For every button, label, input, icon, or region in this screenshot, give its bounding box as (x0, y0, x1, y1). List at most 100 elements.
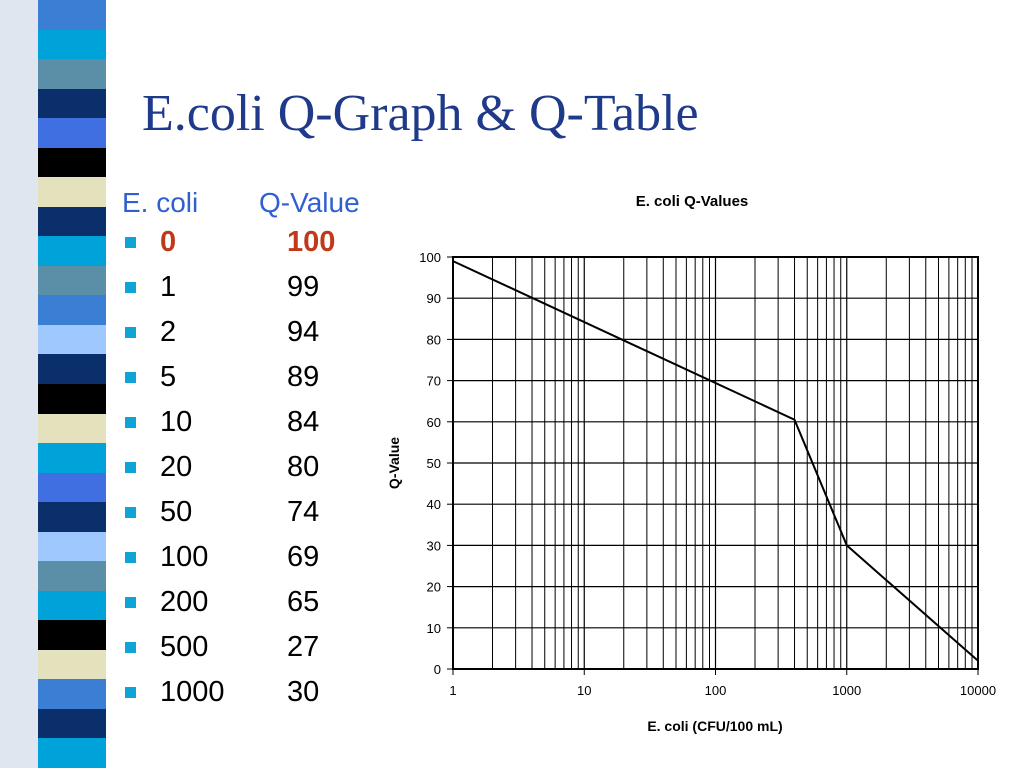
ecoli-value: 1 (160, 271, 177, 303)
q-table-rows: 0 100 1 99 2 94 5 89 10 84 20 80 50 74 100 69 200 65 500 27… (122, 220, 360, 715)
stripe-band (38, 295, 106, 326)
q-value: 69 (287, 541, 320, 573)
x-tick-label: 10 (577, 683, 591, 698)
ecoli-value: 1000 (160, 676, 225, 708)
stripe-band (38, 88, 106, 120)
stripe-band (38, 413, 106, 445)
ecoli-value: 500 (160, 631, 209, 663)
y-tick-label: 40 (427, 497, 441, 512)
x-tick-label: 1000 (832, 683, 861, 698)
y-tick-label: 80 (427, 332, 441, 347)
y-tick-label: 10 (427, 621, 441, 636)
bullet-icon (125, 417, 136, 428)
ecoli-value: 20 (160, 451, 193, 483)
header-ecoli: E. coli (122, 187, 199, 218)
x-axis-label: E. coli (CFU/100 mL) (647, 718, 782, 734)
q-table-header: E. coli Q-Value (122, 186, 360, 220)
y-axis-label: Q-Value (386, 437, 402, 489)
stripe-band (38, 384, 106, 415)
table-row: 500 27 (122, 625, 360, 670)
stripe-band (38, 738, 106, 768)
stripe-band (38, 265, 106, 297)
y-axis-ticks: 0 10 20 30 40 50 60 70 80 90 100 (419, 250, 453, 677)
bullet-icon (125, 597, 136, 608)
x-tick-label: 10000 (960, 683, 996, 698)
stripe-band (38, 354, 106, 385)
bullet-icon (125, 507, 136, 518)
table-row: 50 74 (122, 490, 360, 535)
chart-title: E. coli Q-Values (636, 193, 749, 210)
ecoli-value: 5 (160, 361, 177, 393)
header-q-value: Q-Value (259, 187, 360, 218)
q-value-chart: E. coli Q-Values 0102030405060708090100 … (386, 193, 996, 734)
x-axis-ticks: 1 10 100 1000 10000 (449, 669, 996, 698)
bullet-icon (125, 552, 136, 563)
stripe-band (38, 561, 106, 592)
table-row: 5 89 (122, 355, 360, 400)
bullet-icon (125, 642, 136, 653)
series-line (452, 260, 979, 662)
y-tick-label: 70 (427, 374, 441, 389)
y-tick-label: 100 (419, 250, 441, 265)
bullet-icon (125, 282, 136, 293)
q-value: 80 (287, 451, 320, 483)
ecoli-value: 0 (160, 226, 177, 258)
q-table: E. coli Q-Value 0 100 1 99 2 94 5 89 10 84 20 80 50 74… (122, 186, 360, 715)
stripe-band (38, 590, 106, 622)
stripe-band (38, 59, 106, 90)
stripe-band (38, 708, 106, 740)
table-row: 1 99 (122, 265, 360, 310)
x-tick-label: 100 (705, 683, 727, 698)
q-value: 65 (287, 586, 320, 618)
ecoli-value: 2 (160, 316, 177, 348)
ecoli-value: 50 (160, 496, 193, 528)
bullet-icon (125, 372, 136, 383)
stripe-band (38, 679, 106, 710)
decorative-stripe-border (0, 0, 114, 768)
bullet-icon (125, 687, 136, 698)
stripe-band (38, 472, 106, 504)
stripe-band (38, 206, 106, 238)
q-value: 74 (287, 496, 320, 528)
y-tick-label: 90 (427, 291, 441, 306)
stripe-band (38, 531, 106, 563)
table-row: 200 65 (122, 580, 360, 625)
y-tick-label: 0 (434, 662, 441, 677)
q-value: 84 (287, 406, 320, 438)
q-value: 30 (287, 676, 320, 708)
q-value: 27 (287, 631, 320, 663)
stripe-band (38, 147, 106, 179)
stripe-band (38, 620, 106, 651)
stripe-band (38, 324, 106, 356)
table-row: 2 94 (122, 310, 360, 355)
q-value: 94 (287, 316, 320, 348)
stripe-band (38, 236, 106, 267)
y-tick-label: 30 (427, 538, 441, 553)
q-value: 89 (287, 361, 320, 393)
stripe-band (38, 118, 106, 149)
bullet-icon (125, 327, 136, 338)
bullet-icon (125, 237, 136, 248)
stripe-band (38, 502, 106, 533)
table-row: 1000 30 (122, 670, 360, 715)
y-tick-label: 50 (427, 456, 441, 471)
table-row: 10 84 (122, 400, 360, 445)
q-value: 100 (287, 226, 336, 258)
stripe-band (38, 29, 106, 61)
y-tick-label: 60 (427, 415, 441, 430)
y-tick-label: 20 (427, 580, 441, 595)
bullet-icon (125, 462, 136, 473)
table-row: 0 100 (122, 220, 360, 265)
slide-title: E.coli Q-Graph & Q-Table (142, 85, 699, 142)
stripe-edge (0, 0, 38, 768)
stripe-band (38, 443, 106, 474)
ecoli-value: 200 (160, 586, 209, 618)
table-row: 100 69 (122, 535, 360, 580)
chart-grid (452, 256, 979, 670)
table-row: 20 80 (122, 445, 360, 490)
stripe-band (38, 649, 106, 681)
q-value: 99 (287, 271, 320, 303)
stripe-band (38, 177, 106, 208)
ecoli-value: 10 (160, 406, 193, 438)
stripe-band (38, 0, 106, 31)
